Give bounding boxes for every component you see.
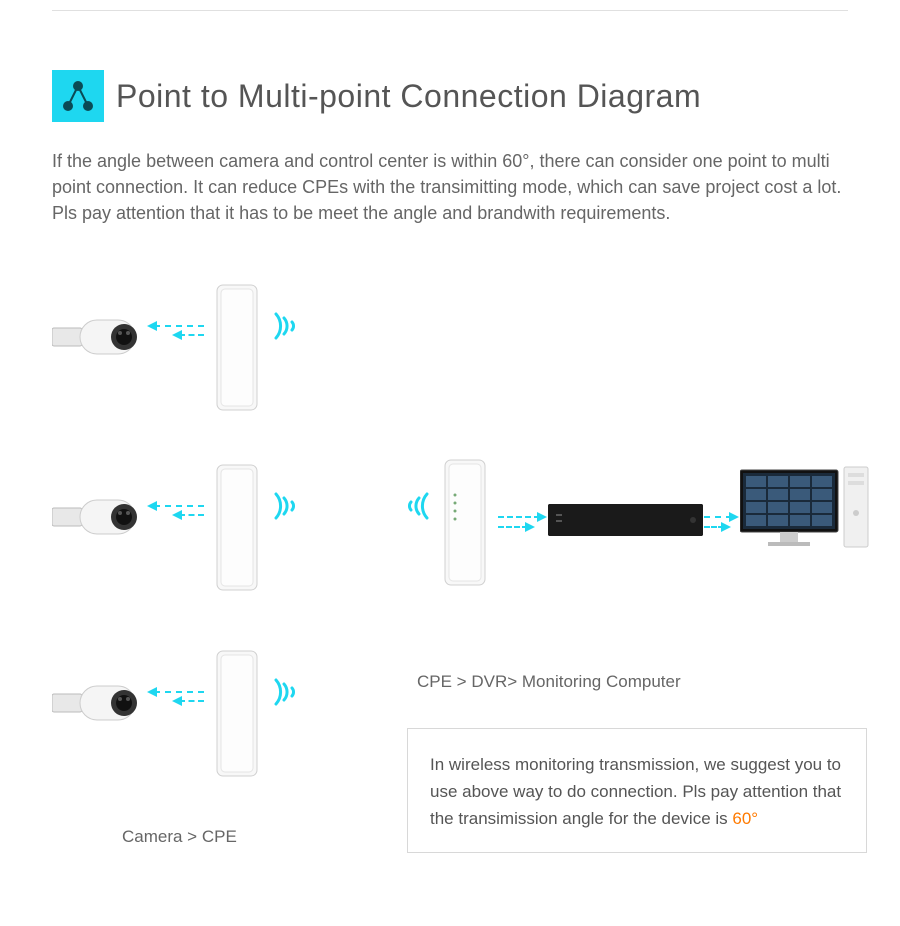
- header: Point to Multi-point Connection Diagram: [52, 70, 701, 122]
- monitor-icon: [740, 465, 845, 557]
- connection-arrow: [179, 334, 204, 336]
- connection-arrow: [154, 691, 204, 693]
- note-text: In wireless monitoring transmission, we …: [430, 755, 841, 828]
- label-camera-cpe: Camera > CPE: [122, 827, 237, 847]
- connection-diagram: Camera > CPE CPE > DVR> Monitoring Compu…: [52, 280, 848, 860]
- note-angle: 60°: [732, 809, 758, 828]
- wifi-icon: [270, 676, 306, 713]
- camera-icon: [52, 490, 147, 545]
- divider-top: [52, 10, 848, 11]
- cpe-receiver-icon: [435, 455, 495, 595]
- connection-arrow: [154, 505, 204, 507]
- connection-arrow: [179, 700, 204, 702]
- label-cpe-dvr-monitor: CPE > DVR> Monitoring Computer: [417, 672, 681, 692]
- camera-icon: [52, 676, 147, 731]
- cpe-icon: [207, 460, 267, 600]
- arrow-head-icon: [729, 512, 739, 522]
- cpe-icon: [207, 646, 267, 786]
- connection-arrow: [154, 325, 204, 327]
- description-text: If the angle between camera and control …: [52, 148, 848, 226]
- camera-row: [52, 460, 342, 580]
- connection-arrow: [498, 516, 540, 518]
- camera-icon: [52, 310, 147, 365]
- camera-row: [52, 646, 342, 766]
- arrow-head-icon: [525, 522, 535, 532]
- connection-arrow: [179, 514, 204, 516]
- tree-icon: [52, 70, 104, 122]
- camera-row: [52, 280, 342, 400]
- arrow-head-icon: [721, 522, 731, 532]
- wifi-icon: [397, 490, 433, 527]
- connection-arrow: [498, 526, 528, 528]
- arrow-head-icon: [537, 512, 547, 522]
- wifi-icon: [270, 490, 306, 527]
- dvr-icon: [548, 504, 703, 536]
- connection-arrow: [704, 516, 732, 518]
- page-title: Point to Multi-point Connection Diagram: [116, 78, 701, 115]
- wifi-icon: [270, 310, 306, 347]
- note-box: In wireless monitoring transmission, we …: [407, 728, 867, 853]
- cpe-icon: [207, 280, 267, 420]
